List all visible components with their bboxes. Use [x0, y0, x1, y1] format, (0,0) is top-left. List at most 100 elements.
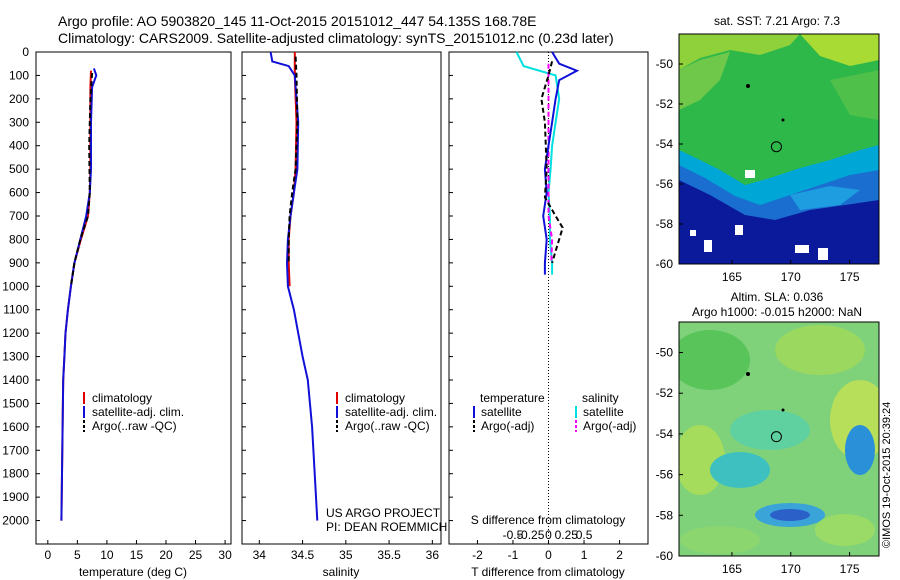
x-tick-label: 1: [581, 548, 588, 562]
x-tick-label: 5: [74, 548, 81, 562]
depth-tick-label: 1100: [3, 303, 29, 317]
x-tick-label: 15: [130, 548, 144, 562]
sla-map-axes: 165 170 175 -50 -52 -54 -56 -58 -60: [656, 346, 860, 576]
depth-tick-label: 1800: [2, 467, 29, 481]
map-lon-label: 175: [840, 562, 860, 576]
argo-temperature-line: [69, 73, 94, 287]
temperature-satellite-diff-line: [542, 51, 580, 275]
temperature-x-label: temperature (deg C): [79, 565, 187, 579]
argo-salinity-line: [287, 56, 299, 263]
sla-map-image: [679, 322, 879, 556]
difference-panel: -2 -1 0 1 2 -0.5-0.25 0 0.250.5 S difference fr…: [448, 51, 649, 579]
legend-satellite-label: satellite-adj. clim.: [345, 405, 437, 419]
depth-tick-label: 200: [9, 92, 29, 106]
depth-tick-label: 1000: [2, 279, 29, 293]
temperature-legend: climatology satellite-adj. clim. Argo(..…: [83, 391, 184, 433]
map-lat-label: -50: [656, 57, 674, 71]
x-tick-label: -2: [472, 548, 483, 562]
s-diff-tick-label: -0.5: [503, 528, 524, 542]
sla-map-frame: [678, 321, 880, 557]
map-lat-label: -50: [656, 346, 674, 360]
depth-tick-label: 1200: [2, 326, 29, 340]
temperature-profiles: [60, 68, 98, 521]
header-title-line1: Argo profile: AO 5903820_145 11-Oct-2015…: [58, 13, 536, 29]
sla-map-title-line2: Argo h1000: -0.015 h2000: NaN: [692, 305, 862, 319]
x-tick-label: 34.5: [291, 548, 315, 562]
x-tick-label: 35.5: [377, 548, 401, 562]
project-annotation-line1: US ARGO PROJECT: [326, 506, 441, 520]
map-lat-label: -52: [656, 97, 674, 111]
salinity-x-axis: 34 34.5 35 35.5 36: [253, 540, 440, 562]
salinity-satellite-diff-line: [515, 51, 561, 275]
legend-temp-satellite-label: satellite: [481, 405, 522, 419]
temperature-axes-frame: [35, 51, 232, 545]
map-lat-label: -60: [656, 257, 674, 271]
project-annotation-line2: PI: DEAN ROEMMICH: [326, 520, 447, 534]
map-lat-label: -58: [656, 508, 674, 522]
legend-sal-satellite-label: satellite: [583, 405, 624, 419]
depth-tick-label: 2000: [2, 514, 29, 528]
x-tick-label: 30: [218, 548, 232, 562]
map-lat-label: -54: [656, 137, 674, 151]
salinity-panel: 34 34.5 35 35.5 36 salinity climatology sate…: [241, 51, 447, 579]
map-lon-label: 170: [781, 270, 801, 284]
argo-track-point: [781, 408, 785, 412]
map-lat-label: -58: [656, 217, 674, 231]
legend-climatology-label: climatology: [345, 391, 405, 405]
depth-tick-label: 800: [9, 232, 29, 246]
map-lat-label: -56: [656, 468, 674, 482]
satellite-salinity-line: [269, 51, 319, 521]
legend-argo-label: Argo(..raw -QC): [345, 419, 430, 433]
legend-temp-argo-label: Argo(-adj): [481, 419, 534, 433]
s-diff-tick-label: -0.25: [517, 528, 545, 542]
s-diff-tick-label: 0: [545, 528, 552, 542]
depth-tick-label: 1700: [2, 443, 29, 457]
depth-tick-label: 1600: [2, 420, 29, 434]
argo-location-marker: [770, 141, 782, 153]
t-difference-label: T difference from climatology: [471, 565, 625, 579]
sst-map-panel: sat. SST: 7.21 Argo: 7.3 165 170 175 -50 -52…: [656, 14, 880, 284]
climatology-temperature-line: [60, 70, 92, 521]
x-tick-label: 34: [253, 548, 267, 562]
x-tick-label: 0: [44, 548, 51, 562]
temperature-argo-diff-line: [540, 61, 564, 264]
s-diff-tick-label: 0.25: [555, 528, 579, 542]
depth-tick-label: 600: [9, 186, 29, 200]
x-tick-label: 0: [545, 548, 552, 562]
depth-tick-label: 900: [9, 256, 29, 270]
depth-tick-label: 700: [9, 209, 29, 223]
x-tick-label: 36: [426, 548, 440, 562]
x-tick-label: 2: [616, 548, 623, 562]
map-lon-label: 175: [840, 270, 860, 284]
sst-map-frame: [678, 33, 880, 265]
difference-x-axis: -2 -1 0 1 2 -0.5-0.25 0 0.250.5: [472, 528, 623, 562]
legend-climatology-label: climatology: [92, 391, 152, 405]
depth-tick-label: 400: [9, 139, 29, 153]
depth-tick-label: 100: [9, 68, 29, 82]
depth-tick-label: 500: [9, 162, 29, 176]
s-difference-label: S difference from climatology: [471, 513, 626, 527]
depth-tick-label: 1400: [2, 373, 29, 387]
header-title-line2: Climatology: CARS2009. Satellite-adjuste…: [58, 30, 614, 46]
x-tick-label: 20: [159, 548, 173, 562]
argo-track-point: [746, 84, 750, 88]
argo-location-marker: [770, 431, 782, 443]
sla-map-panel: Altim. SLA: 0.036 Argo h1000: -0.015 h20…: [656, 290, 880, 576]
x-tick-label: 10: [100, 548, 114, 562]
difference-profiles: [515, 51, 580, 275]
depth-tick-label: 0: [22, 45, 29, 59]
satellite-temperature-line: [60, 68, 98, 521]
temperature-x-axis: 0 5 10 15 20 25 30: [44, 540, 232, 562]
map-lat-label: -60: [656, 549, 674, 563]
map-lat-label: -54: [656, 427, 674, 441]
legend-argo-label: Argo(..raw -QC): [92, 419, 177, 433]
salinity-argo-diff-line: [547, 63, 554, 263]
depth-tick-label: 300: [9, 115, 29, 129]
salinity-axes-frame: [241, 51, 442, 545]
depth-tick-label: 1900: [2, 490, 29, 504]
legend-temperature-heading: temperature: [480, 391, 545, 405]
depth-tick-label: 1500: [2, 396, 29, 410]
map-lat-label: -56: [656, 177, 674, 191]
temperature-panel: 0100200300400500600700800900100011001200…: [2, 45, 453, 579]
